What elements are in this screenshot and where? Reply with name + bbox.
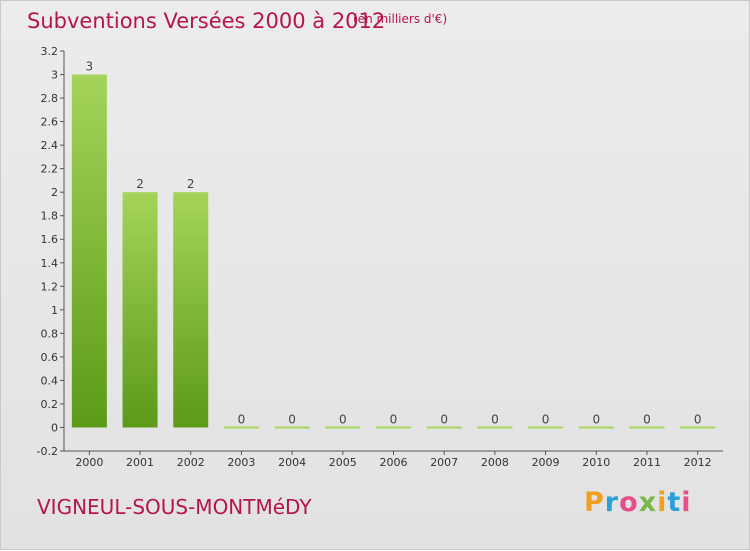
x-tick-label: 2012 (684, 456, 712, 469)
x-tick-label: 2002 (177, 456, 205, 469)
commune-name: VIGNEUL-SOUS-MONTMéDY (37, 495, 312, 519)
x-tick-label: 2005 (329, 456, 357, 469)
chart-units: (en milliers d'€) (353, 12, 448, 26)
bar (223, 426, 259, 429)
bar-value-label: 0 (440, 412, 448, 426)
bar (578, 426, 614, 429)
bar (173, 192, 209, 428)
chart-title: Subventions Versées 2000 à 2012 (27, 9, 386, 33)
bar (122, 192, 158, 428)
logo-letter: t (667, 487, 682, 518)
y-tick-label: 0.6 (41, 351, 59, 364)
y-tick-label: 2.6 (41, 116, 59, 129)
bar (376, 426, 411, 429)
y-tick-label: 3.2 (41, 45, 59, 58)
y-tick-label: 2 (51, 186, 58, 199)
logo-letter: i (681, 487, 692, 518)
logo-letter: x (638, 487, 658, 518)
bar-value-label: 0 (694, 412, 702, 426)
bar-value-label: 0 (288, 412, 296, 426)
bar (274, 426, 310, 429)
x-tick-label: 2011 (633, 456, 661, 469)
x-tick-label: 2009 (532, 456, 560, 469)
x-tick-label: 2003 (227, 456, 255, 469)
bar (477, 426, 513, 429)
y-tick-label: 0.4 (41, 374, 59, 387)
y-tick-label: 1.8 (41, 210, 59, 223)
y-tick-label: 0.8 (41, 327, 59, 340)
y-tick-label: 3 (51, 69, 58, 82)
x-tick-label: 2010 (582, 456, 610, 469)
bar-value-label: 0 (339, 412, 347, 426)
bar-value-label: 0 (491, 412, 499, 426)
logo-letter: o (619, 487, 639, 518)
y-tick-label: 1 (51, 304, 58, 317)
y-tick-label: 2.2 (41, 163, 59, 176)
logo-letter: i (657, 487, 668, 518)
y-tick-label: 0 (51, 421, 58, 434)
y-tick-label: 1.6 (41, 233, 59, 246)
bar-value-label: 0 (643, 412, 651, 426)
bar-value-label: 0 (390, 412, 398, 426)
bar-value-label: 2 (136, 177, 144, 191)
x-tick-label: 2007 (430, 456, 458, 469)
y-tick-label: 1.4 (41, 257, 59, 270)
proxiti-logo: Proxiti (584, 487, 692, 518)
x-tick-label: 2001 (126, 456, 154, 469)
bar (426, 426, 462, 429)
x-tick-label: 2008 (481, 456, 509, 469)
bar (325, 426, 361, 429)
y-tick-label: -0.2 (37, 445, 58, 458)
x-tick-label: 2004 (278, 456, 306, 469)
bar-value-label: 0 (238, 412, 246, 426)
y-tick-label: 1.2 (41, 280, 59, 293)
bar (71, 74, 107, 428)
logo-letter: P (584, 487, 605, 518)
bar (528, 426, 564, 429)
bar-value-label: 0 (542, 412, 550, 426)
logo-letter: r (604, 487, 620, 518)
bar (680, 426, 716, 429)
bar-value-label: 0 (592, 412, 600, 426)
bar-value-label: 3 (86, 60, 94, 74)
y-tick-label: 2.8 (41, 92, 59, 105)
bar (629, 426, 665, 429)
x-tick-label: 2006 (380, 456, 408, 469)
x-tick-label: 2000 (75, 456, 103, 469)
y-tick-label: 2.4 (41, 139, 59, 152)
bar-value-label: 2 (187, 177, 195, 191)
y-tick-label: 0.2 (41, 398, 59, 411)
